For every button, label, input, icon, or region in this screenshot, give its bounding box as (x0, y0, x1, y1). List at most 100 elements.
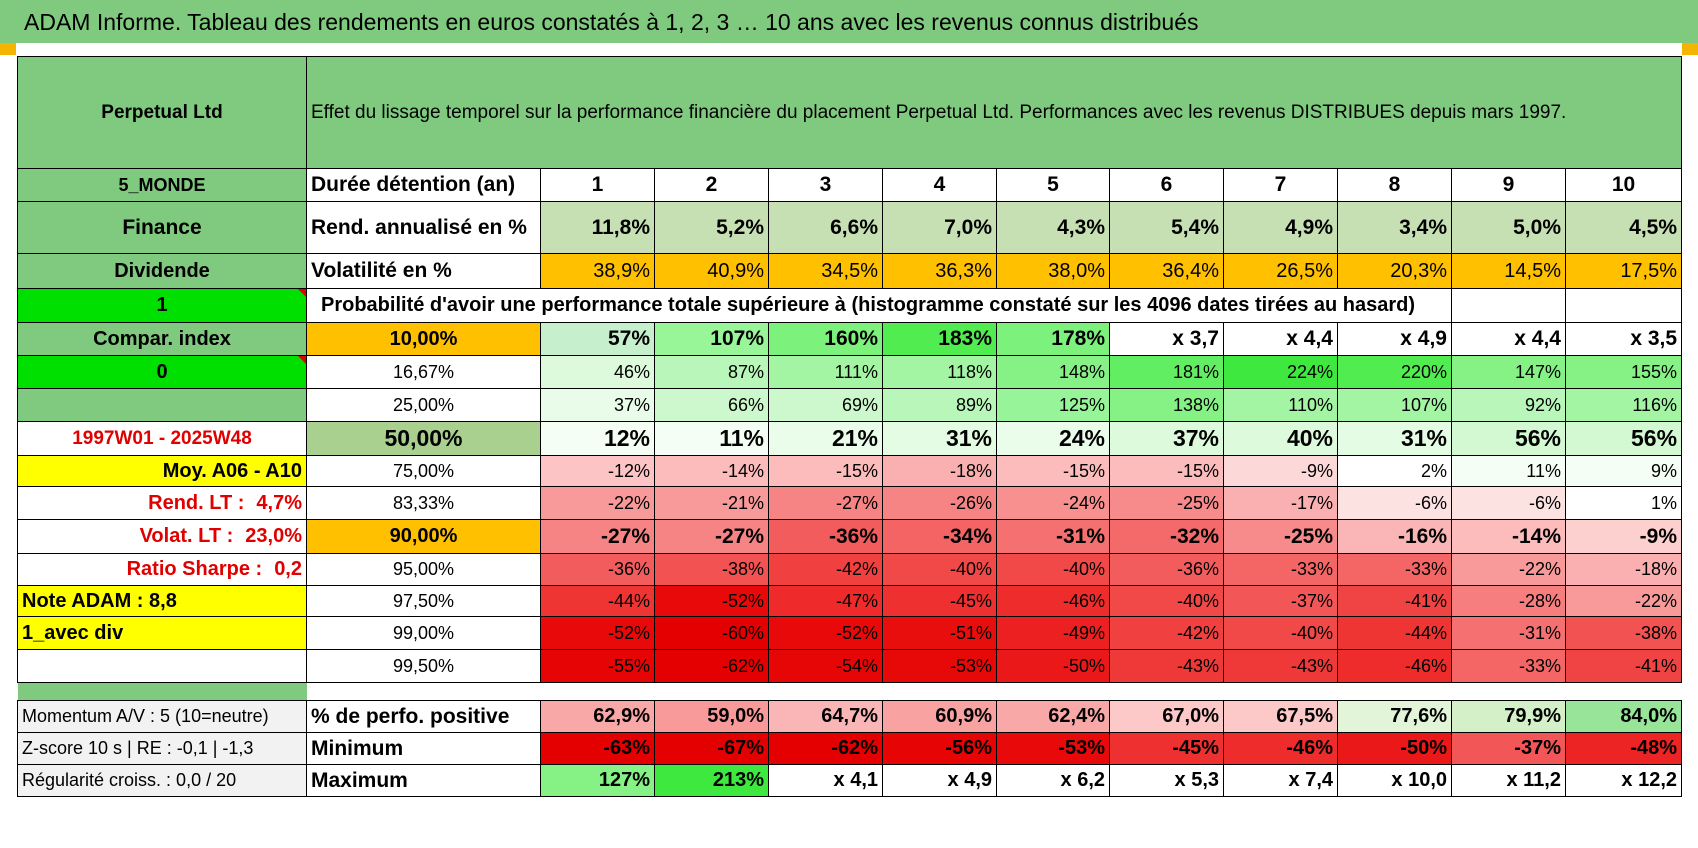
percentile-value: -27% (654, 519, 769, 554)
bottom-value: 59,0% (654, 700, 769, 733)
percentile-value: 1% (1564, 486, 1683, 520)
bottom-value: 84,0% (1564, 700, 1683, 733)
percentile-value: -45% (882, 585, 997, 617)
year-header: 1 (540, 168, 655, 202)
percentile-value: -6% (1337, 486, 1452, 520)
percentile-value: -38% (1564, 616, 1683, 650)
selector-2[interactable]: 0 (17, 355, 307, 389)
bottom-value: 77,6% (1337, 700, 1452, 733)
bottom-value: x 7,4 (1223, 764, 1338, 797)
rend-value: 3,4% (1337, 201, 1452, 254)
percentile-value: -25% (1223, 519, 1338, 554)
table-description: Effet du lissage temporel sur la perform… (305, 56, 1683, 169)
percentile-value: -43% (1223, 649, 1338, 683)
percentile-value: 107% (1337, 388, 1452, 422)
corner-marker-left (0, 43, 16, 55)
spacer (306, 682, 1682, 701)
percentile-value: -55% (540, 649, 655, 683)
rend-value: 4,3% (996, 201, 1110, 254)
percentile-value: 21% (768, 421, 883, 456)
percentile-value: 37% (540, 388, 655, 422)
bottom-value: 67,5% (1223, 700, 1338, 733)
selector-1[interactable]: 1 (17, 288, 307, 323)
percentile-value: -36% (768, 519, 883, 554)
rend-value: 7,0% (882, 201, 997, 254)
percentile-value: -40% (882, 553, 997, 586)
bottom-value: -56% (882, 732, 997, 765)
rend-label: Rend. annualisé en % (306, 201, 541, 254)
bottom-value: -37% (1451, 732, 1566, 765)
max-label: Maximum (306, 764, 541, 797)
percentile-value: -14% (1451, 519, 1566, 554)
sector-label: Finance (17, 201, 307, 254)
percentile-value: -9% (1564, 519, 1683, 554)
percentile-value: 147% (1451, 355, 1566, 389)
bottom-value: 67,0% (1109, 700, 1224, 733)
vol-value: 17,5% (1564, 253, 1683, 289)
percentile-value: 155% (1564, 355, 1683, 389)
bottom-value: x 6,2 (996, 764, 1110, 797)
percentile-label: 50,00% (306, 421, 541, 456)
left-empty-green (17, 388, 307, 422)
percentile-value: -9% (1223, 455, 1338, 487)
moy-label: Moy. A06 - A10 (17, 455, 307, 487)
percentile-value: -40% (1223, 616, 1338, 650)
bottom-value: x 4,1 (768, 764, 883, 797)
percentile-value: -54% (768, 649, 883, 683)
percentile-value: x 4,9 (1337, 322, 1452, 356)
bottom-value: 60,9% (882, 700, 997, 733)
percentile-label: 99,50% (306, 649, 541, 683)
percentile-value: -31% (1451, 616, 1566, 650)
percentile-value: -41% (1564, 649, 1683, 683)
volat-lt-label: Volat. LT : (139, 525, 234, 547)
year-header: 8 (1337, 168, 1452, 202)
percentile-value: -52% (540, 616, 655, 650)
pos-label: % de perfo. positive (306, 700, 541, 733)
percentile-value: 40% (1223, 421, 1338, 456)
avec-div-label: 1_avec div (17, 616, 307, 650)
percentile-value: -12% (540, 455, 655, 487)
percentile-value: 181% (1109, 355, 1224, 389)
percentile-label: 75,00% (306, 455, 541, 487)
percentile-value: 87% (654, 355, 769, 389)
bottom-value: -63% (540, 732, 655, 765)
percentile-value: -21% (654, 486, 769, 520)
rend-value: 5,4% (1109, 201, 1224, 254)
bottom-value: 79,9% (1451, 700, 1566, 733)
percentile-value: -22% (1451, 553, 1566, 586)
bottom-value: x 11,2 (1451, 764, 1566, 797)
percentile-value: -47% (768, 585, 883, 617)
percentile-value: 12% (540, 421, 655, 456)
percentile-value: 220% (1337, 355, 1452, 389)
region-label: 5_MONDE (17, 168, 307, 202)
percentile-value: 31% (882, 421, 997, 456)
percentile-value: 138% (1109, 388, 1224, 422)
vol-value: 26,5% (1223, 253, 1338, 289)
report-title: ADAM Informe. Tableau des rendements en … (0, 0, 1698, 44)
year-header: 6 (1109, 168, 1224, 202)
sharpe-ratio-label: Ratio Sharpe : (126, 558, 263, 580)
rend-value: 6,6% (768, 201, 883, 254)
percentile-value: -60% (654, 616, 769, 650)
percentile-value: -31% (996, 519, 1110, 554)
rend-lt-label: Rend. LT : (148, 491, 245, 514)
compar-index-label: Compar. index (17, 322, 307, 356)
rend-value: 11,8% (540, 201, 655, 254)
vol-value: 20,3% (1337, 253, 1452, 289)
percentile-value: 2% (1337, 455, 1452, 487)
rend-value: 5,0% (1451, 201, 1566, 254)
percentile-value: -42% (1109, 616, 1224, 650)
percentile-value: -38% (654, 553, 769, 586)
year-header: 2 (654, 168, 769, 202)
percentile-value: -51% (882, 616, 997, 650)
percentile-value: -41% (1337, 585, 1452, 617)
percentile-value: -36% (1109, 553, 1224, 586)
percentile-value: 37% (1109, 421, 1224, 456)
bottom-value: -62% (768, 732, 883, 765)
percentile-value: -62% (654, 649, 769, 683)
percentile-value: -50% (996, 649, 1110, 683)
bottom-value: x 12,2 (1564, 764, 1683, 797)
percentile-value: 66% (654, 388, 769, 422)
bottom-value: 127% (540, 764, 655, 797)
percentile-value: -44% (1337, 616, 1452, 650)
